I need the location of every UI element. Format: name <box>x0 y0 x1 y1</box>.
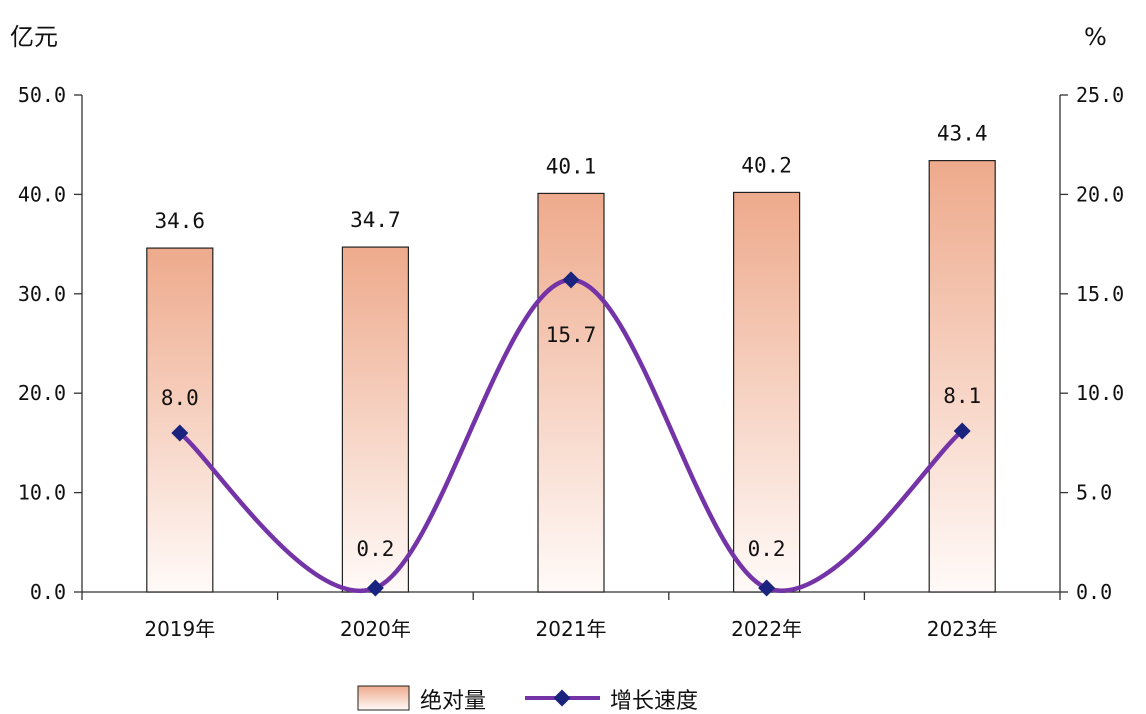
left-tick-label: 30.0 <box>18 282 66 306</box>
left-tick-label: 10.0 <box>18 481 66 505</box>
right-tick-label: 15.0 <box>1076 282 1124 306</box>
axes: 0.0 10.0 20.0 30.0 40.0 50.0 0.0 5.0 10.0 15.0 20.… <box>18 83 1124 604</box>
bar-2021年 <box>537 192 605 593</box>
legend-bar-label: 绝对量 <box>420 689 486 714</box>
category-labels: 2019年 2020年 2021年 2022年 2023年 <box>144 617 997 641</box>
legend-line-marker <box>553 689 571 707</box>
growth-marker <box>562 271 580 289</box>
category-label: 2021年 <box>536 617 607 641</box>
growth-marker <box>758 579 776 597</box>
bar-value-label: 40.1 <box>546 154 597 178</box>
growth-value-label: 15.7 <box>546 323 597 347</box>
growth-value-label: 8.0 <box>161 386 199 410</box>
right-axis-unit: % <box>1084 23 1107 51</box>
bar-2020年 <box>341 246 409 593</box>
legend-bar-swatch <box>357 685 410 711</box>
growth-marker <box>366 579 384 597</box>
left-tick-label: 20.0 <box>18 381 66 405</box>
growth-labels: 8.0 0.2 15.7 0.2 8.1 <box>161 323 981 561</box>
bar-value-label: 40.2 <box>741 153 792 177</box>
growth-value-label: 8.1 <box>943 384 981 408</box>
bar-labels: 34.6 34.7 40.1 40.2 43.4 <box>155 122 988 233</box>
left-tick-label: 0.0 <box>30 580 66 604</box>
category-label: 2020年 <box>340 617 411 641</box>
category-label: 2023年 <box>927 617 998 641</box>
bars <box>146 160 996 593</box>
growth-line-layer <box>171 271 971 597</box>
right-tick-label: 0.0 <box>1076 580 1112 604</box>
growth-marker <box>953 422 971 440</box>
right-tick-label: 20.0 <box>1076 182 1124 206</box>
right-tick-label: 10.0 <box>1076 381 1124 405</box>
bar-2022年 <box>732 191 801 593</box>
category-label: 2019年 <box>144 617 215 641</box>
growth-marker <box>171 424 189 442</box>
bar-value-label: 34.7 <box>350 208 401 232</box>
legend-line-label: 增长速度 <box>610 689 698 714</box>
bar-2019年 <box>146 247 214 593</box>
growth-value-label: 0.2 <box>356 537 394 561</box>
bar-2023年 <box>928 160 996 593</box>
bar-value-label: 34.6 <box>155 209 206 233</box>
right-tick-label: 25.0 <box>1076 83 1124 107</box>
bar-value-label: 43.4 <box>937 122 988 146</box>
growth-value-label: 0.2 <box>748 537 786 561</box>
left-tick-label: 50.0 <box>18 83 66 107</box>
left-axis-unit: 亿元 <box>10 23 58 51</box>
right-tick-label: 5.0 <box>1076 481 1112 505</box>
legend: 绝对量 增长速度 <box>357 685 698 714</box>
category-label: 2022年 <box>731 617 802 641</box>
left-tick-label: 40.0 <box>18 182 66 206</box>
